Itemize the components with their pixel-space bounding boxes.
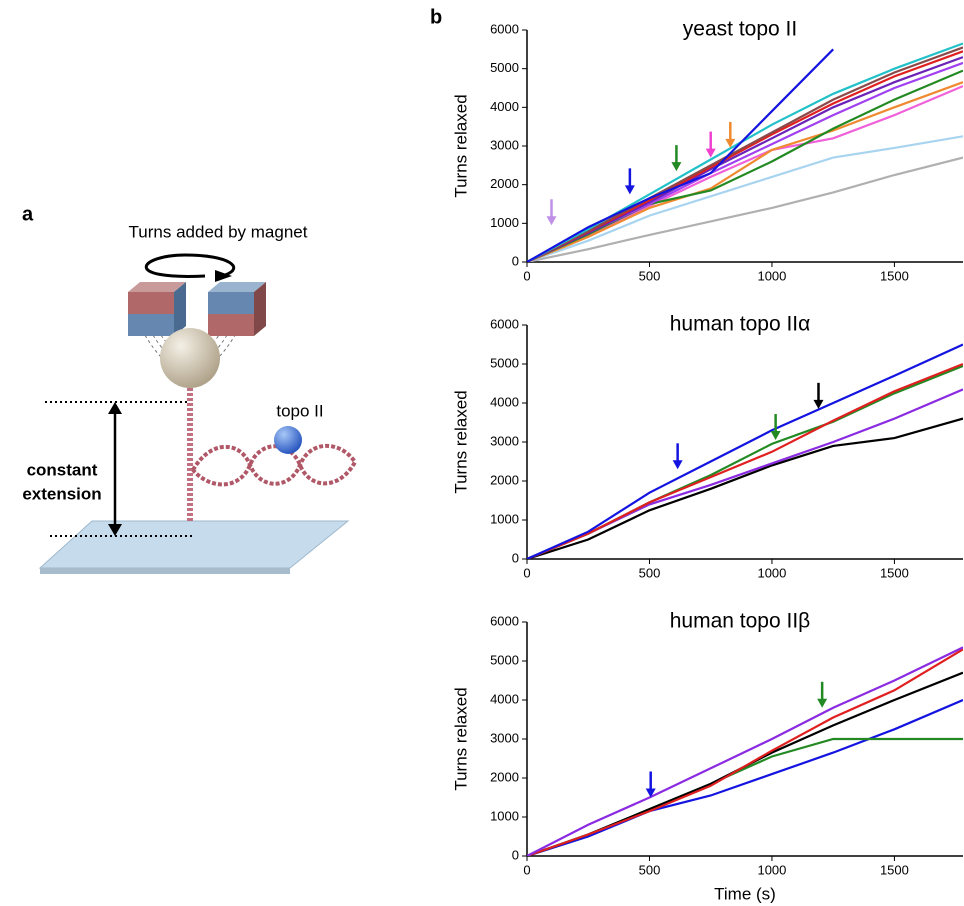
y-tick-label: 6000 [490,21,519,36]
series-line [527,81,963,262]
x-tick-label: 1500 [880,268,909,283]
y-tick-label: 2000 [490,176,519,191]
extension-label: constant [27,460,98,479]
event-arrow [817,681,828,708]
y-tick-label: 1000 [490,808,519,823]
series-line [527,417,963,559]
y-tick-label: 6000 [490,316,519,331]
x-tick-label: 500 [639,862,661,877]
series-line [527,362,963,559]
bead [160,328,220,388]
extension-label: extension [22,484,101,503]
y-tick-label: 0 [512,550,519,565]
y-tick-label: 3000 [490,137,519,152]
x-tick-label: 500 [639,565,661,580]
arrowhead-down [108,524,122,536]
y-tick-label: 6000 [490,613,519,628]
x-tick-label: 1500 [880,565,909,580]
chart-title: yeast topo II [683,18,797,41]
arrow-head [645,788,656,798]
x-tick-label: 1000 [757,268,786,283]
arrow-head [817,698,828,708]
y-tick-label: 1000 [490,215,519,230]
series-line [527,135,963,262]
event-arrow [546,199,557,226]
series-line [527,646,963,856]
event-arrow [671,145,682,172]
y-tick-label: 2000 [490,472,519,487]
topo-enzyme [274,426,302,454]
y-tick-label: 5000 [490,652,519,667]
series-line [527,698,963,856]
panel-label: a [22,203,34,225]
arrow-head [770,431,781,441]
series-line [527,648,963,856]
y-axis-label: Turns relaxed [451,687,470,790]
series-line [527,46,963,262]
event-arrow [624,168,635,195]
arrow-head [672,460,683,470]
x-tick-label: 1000 [757,565,786,580]
y-tick-label: 0 [512,253,519,268]
event-arrow [645,771,656,798]
y-tick-label: 5000 [490,355,519,370]
magnet-left [128,282,186,336]
y-tick-label: 4000 [490,99,519,114]
surface-edge [40,568,290,574]
magnet-label: Turns added by magnet [129,222,308,241]
event-arrow [813,382,824,409]
y-tick-label: 0 [512,847,519,862]
y-tick-label: 3000 [490,730,519,745]
y-axis-label: Turns relaxed [451,390,470,493]
rotation-arrow [145,253,236,278]
chart-title: human topo IIα [670,313,811,336]
series-line [527,69,963,262]
series-line [527,737,963,856]
chart: 0 1000 2000 3000 4000 5000 6000 0 500 1000 1500 hum… [451,313,963,580]
panel-label: b [430,6,442,28]
arrow-head [813,399,824,409]
x-tick-label: 0 [523,268,530,283]
event-arrow [725,121,736,148]
x-axis-label: Time (s) [714,884,776,903]
y-tick-label: 2000 [490,769,519,784]
arrow-head [725,138,736,148]
rotation-arrowhead [215,270,232,282]
surface [38,520,350,569]
y-axis-label: Turns relaxed [451,94,470,197]
series-line [527,48,834,262]
chart: 0 1000 2000 3000 4000 5000 6000 0 500 1000 1500 yea… [451,18,963,283]
series-line [527,671,963,856]
chart: 0 1000 2000 3000 4000 5000 6000 0 500 1000 1500 hum… [451,610,963,903]
event-arrow [770,414,781,441]
enzyme-label: topo II [276,401,323,420]
series-line [527,56,963,262]
event-arrow [672,443,683,470]
series-line [527,343,963,559]
arrow-head [546,216,557,226]
arrow-head [705,148,716,158]
event-arrow [705,131,716,158]
arrow-head [671,162,682,172]
series-line [527,156,963,262]
y-tick-label: 4000 [490,394,519,409]
series-line [527,388,963,559]
x-tick-label: 1500 [880,862,909,877]
arrowhead-up [108,402,122,414]
x-tick-label: 0 [523,565,530,580]
dna-plectoneme [191,443,358,487]
arrow-head [624,185,635,195]
y-tick-label: 1000 [490,511,519,526]
x-tick-label: 1000 [757,862,786,877]
magnet-right [208,282,266,336]
chart-title: human topo IIβ [670,610,811,633]
x-tick-label: 0 [523,862,530,877]
y-tick-label: 3000 [490,433,519,448]
y-tick-label: 4000 [490,691,519,706]
diagram: a b Turns added by magnet topo II consta… [22,6,442,574]
y-tick-label: 5000 [490,60,519,75]
x-tick-label: 500 [639,268,661,283]
